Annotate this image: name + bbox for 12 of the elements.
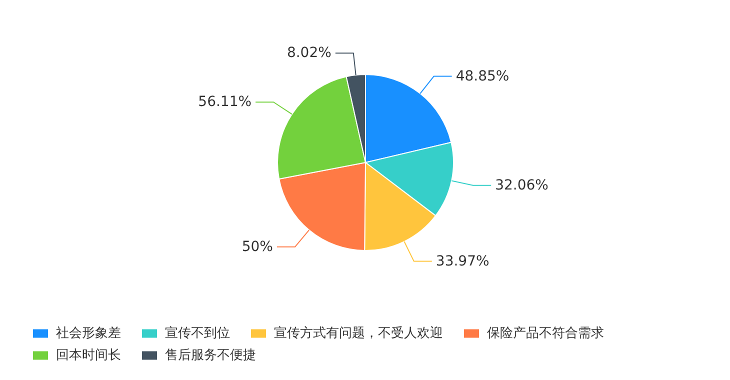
legend-label: 社会形象差 bbox=[56, 325, 121, 342]
data-label: 48.85% bbox=[456, 68, 510, 84]
data-label: 56.11% bbox=[198, 94, 252, 110]
data-label: 32.06% bbox=[495, 177, 548, 194]
legend-label: 回本时间长 bbox=[56, 347, 121, 364]
legend-label: 宣传不到位 bbox=[165, 325, 230, 342]
data-label: 8.02% bbox=[286, 45, 332, 62]
legend-label: 宣传方式有问题，不受人欢迎 bbox=[274, 325, 443, 342]
data-label: 33.97% bbox=[436, 253, 490, 270]
legend-label: 保险产品不符合需求 bbox=[487, 325, 604, 342]
data-label: 50% bbox=[242, 238, 273, 255]
legend-label: 售后服务不便捷 bbox=[165, 347, 256, 364]
